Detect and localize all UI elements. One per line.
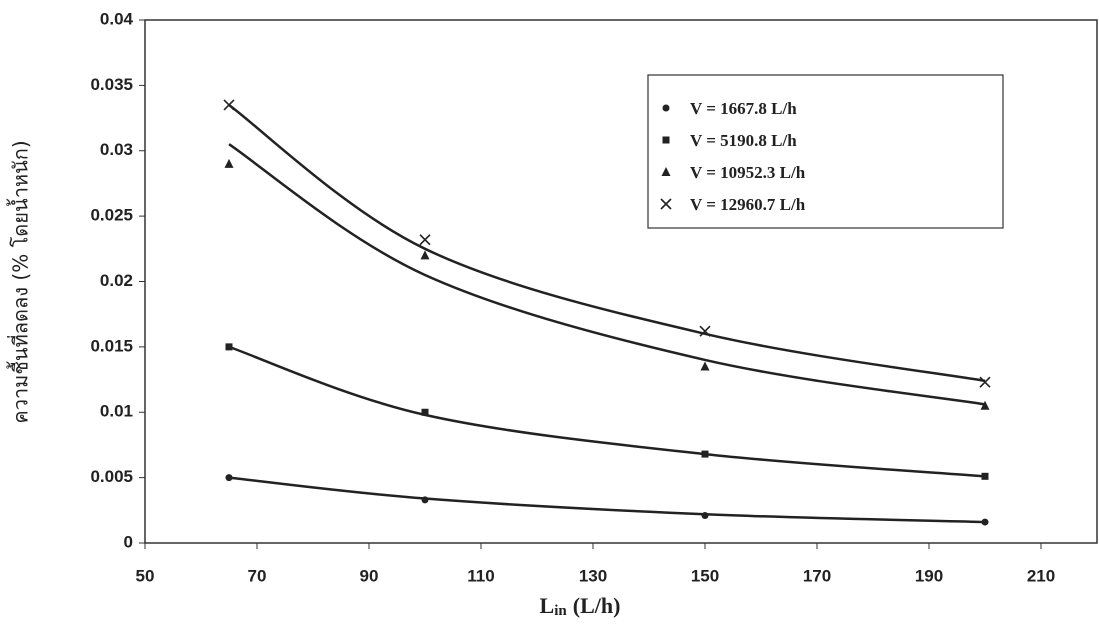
data-point: [225, 474, 233, 482]
data-point: [421, 496, 429, 504]
data-point: [981, 472, 989, 480]
data-point: [981, 518, 989, 526]
y-tick-label: 0.02: [100, 271, 133, 290]
data-point: [979, 376, 991, 388]
y-tick-label: 0: [124, 532, 133, 551]
y-tick-label: 0.01: [100, 402, 133, 421]
legend-label: V = 10952.3 L/h: [690, 163, 806, 182]
data-point: [225, 343, 233, 351]
x-tick-label: 70: [248, 566, 267, 585]
legend-box: [647, 74, 1004, 229]
legend-marker: [662, 104, 670, 112]
trend-line: [228, 476, 986, 524]
trend-line: [228, 345, 986, 478]
data-point: [223, 99, 235, 111]
data-point: [701, 450, 709, 458]
data-point: [421, 408, 429, 416]
data-point: [419, 234, 431, 246]
y-tick-label: 0.015: [90, 336, 133, 355]
x-label-sub: in: [554, 603, 567, 619]
x-tick-label: 130: [579, 566, 607, 585]
legend-label: V = 1667.8 L/h: [690, 99, 797, 118]
x-tick-label: 50: [136, 566, 155, 585]
x-tick-label: 210: [1027, 566, 1055, 585]
legend-label: V = 5190.8 L/h: [690, 131, 797, 150]
data-point: [700, 361, 710, 371]
y-axis-label: ความชื้นที่ลดลง (% โดยน้ำหนัก): [7, 140, 33, 423]
legend-marker: [662, 136, 670, 144]
trend-line: [228, 103, 986, 383]
x-tick-label: 190: [915, 566, 943, 585]
data-point: [420, 250, 430, 260]
legend-label: V = 12960.7 L/h: [690, 195, 806, 214]
x-axis-label: Lin (L/h): [540, 593, 621, 619]
legend-marker: [661, 167, 671, 176]
data-point: [980, 400, 990, 410]
data-point: [699, 325, 711, 337]
y-tick-label: 0.005: [90, 467, 133, 486]
data-point: [701, 512, 709, 520]
trend-line: [228, 143, 986, 406]
data-point: [224, 158, 234, 168]
x-tick-label: 150: [691, 566, 719, 585]
x-label-main: L: [540, 593, 555, 618]
x-tick-label: 170: [803, 566, 831, 585]
y-tick-label: 0.04: [100, 9, 134, 28]
x-label-unit: (L/h): [573, 593, 621, 618]
y-tick-label: 0.03: [100, 140, 133, 159]
x-tick-label: 90: [360, 566, 379, 585]
y-tick-label: 0.035: [90, 75, 133, 94]
x-tick-label: 110: [467, 566, 494, 585]
y-tick-label: 0.025: [90, 206, 133, 225]
legend-marker: [660, 198, 672, 210]
